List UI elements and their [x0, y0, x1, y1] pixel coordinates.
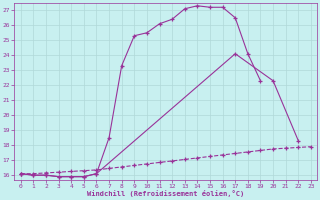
X-axis label: Windchill (Refroidissement éolien,°C): Windchill (Refroidissement éolien,°C): [87, 190, 244, 197]
